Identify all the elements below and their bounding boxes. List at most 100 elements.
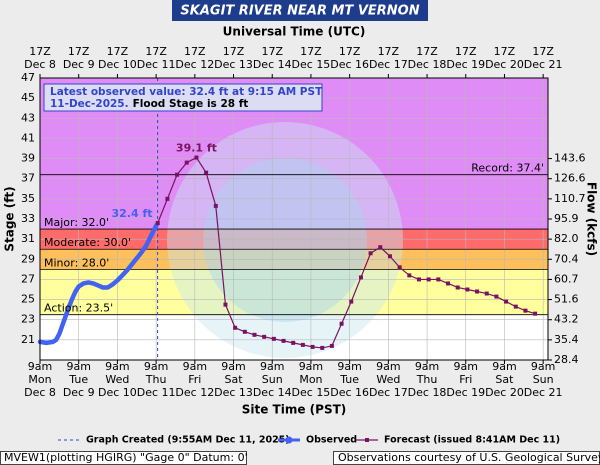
forecast-point <box>533 311 538 316</box>
threshold-label: Action: 23.5' <box>44 302 113 315</box>
x-tick-label: Dec 13 <box>214 386 253 399</box>
x-tick-label: Dec 14 <box>253 386 292 399</box>
y-tick-label: 33 <box>21 212 35 225</box>
x2-tick-label: Dec 15 <box>292 58 331 71</box>
forecast-point <box>349 299 354 304</box>
info-line: 11-Dec-2025. Flood Stage is 28 ft <box>50 98 248 110</box>
x2-tick-label: 17Z <box>184 45 206 58</box>
forecast-point <box>194 155 199 160</box>
chart-title: SKAGIT RIVER NEAR MT VERNON <box>180 4 419 19</box>
x2-tick-label: 17Z <box>300 45 322 58</box>
x2-tick-label: 17Z <box>378 45 400 58</box>
forecast-point <box>416 277 421 282</box>
y2-tick-label: 126.6 <box>554 172 586 185</box>
x-tick-label: Wed <box>105 373 129 386</box>
forecast-point <box>233 325 238 330</box>
x2-tick-label: Dec 17 <box>369 58 408 71</box>
x2-tick-label: 17Z <box>339 45 361 58</box>
x2-tick-label: Dec 9 <box>63 58 95 71</box>
forecast-point <box>175 172 180 177</box>
x-tick-label: Sat <box>495 373 514 386</box>
forecast-point <box>204 170 209 175</box>
y2-tick-label: 43.2 <box>554 313 579 326</box>
watermark <box>167 122 403 358</box>
x2-tick-label: Dec 16 <box>330 58 369 71</box>
forecast-point <box>397 265 402 270</box>
forecast-point <box>281 338 286 343</box>
forecast-point <box>320 345 325 350</box>
x2-tick-label: Dec 18 <box>408 58 447 71</box>
y-tick-label: 27 <box>21 272 35 285</box>
y2-tick-label: 82.0 <box>554 232 579 245</box>
forecast-point <box>387 254 392 259</box>
y2-tick-label: 70.4 <box>554 252 579 265</box>
x-tick-label: Dec 15 <box>292 386 331 399</box>
x2-tick-label: Dec 10 <box>98 58 137 71</box>
x-tick-label: Mon <box>299 373 322 386</box>
footer-right: Observations courtesy of U.S. Geological… <box>338 451 600 464</box>
forecast-point <box>291 340 296 345</box>
x-tick-label: 9am <box>376 360 400 373</box>
forecast-point <box>300 342 305 347</box>
x2-tick-label: Dec 12 <box>175 58 214 71</box>
x-tick-label: Dec 19 <box>446 386 485 399</box>
x-tick-label: 9am <box>260 360 284 373</box>
x-tick-label: Dec 20 <box>485 386 524 399</box>
y2-tick-label: 28.4 <box>554 353 579 366</box>
forecast-point <box>475 289 480 294</box>
x-tick-label: Dec 16 <box>330 386 369 399</box>
forecast-point <box>252 332 257 337</box>
x2-tick-label: 17Z <box>68 45 90 58</box>
x2-tick-label: 17Z <box>455 45 477 58</box>
info-box <box>43 83 323 112</box>
x-tick-label: Wed <box>376 373 400 386</box>
flood-band <box>40 269 548 315</box>
forecast-point <box>523 308 528 313</box>
x-tick-label: 9am <box>66 360 90 373</box>
value-label: 32.4 ft <box>112 207 153 220</box>
x2-tick-label: 17Z <box>29 45 51 58</box>
x2-tick-label: 17Z <box>416 45 438 58</box>
threshold-label: Minor: 28.0' <box>44 256 109 269</box>
x2-tick-label: 17Z <box>494 45 516 58</box>
y2-tick-label: 110.7 <box>554 192 586 205</box>
x-tick-label: 9am <box>28 360 52 373</box>
x-tick-label: 9am <box>221 360 245 373</box>
x-tick-label: 9am <box>105 360 129 373</box>
y2-axis-title: Flow (kcfs) <box>585 182 599 256</box>
footer-left: MVEW1(plotting HGIRG) "Gage 0" Datum: 0' <box>4 451 248 464</box>
y-tick-label: 43 <box>21 111 35 124</box>
x-tick-label: Sun <box>533 373 554 386</box>
x-tick-label: 9am <box>454 360 478 373</box>
x2-tick-label: Dec 19 <box>446 58 485 71</box>
y-tick-label: 25 <box>21 293 35 306</box>
info-line: Latest observed value: 32.4 ft at 9:15 A… <box>50 86 323 98</box>
x-axis-title: Site Time (PST) <box>242 403 347 417</box>
x-tick-label: 9am <box>183 360 207 373</box>
x-tick-label: 9am <box>144 360 168 373</box>
forecast-point <box>358 275 363 280</box>
y-axis-title: Stage (ft) <box>3 186 17 251</box>
legend: Graph Created (9:55AM Dec 11, 2025) Obser… <box>58 435 560 446</box>
x-tick-label: Dec 17 <box>369 386 408 399</box>
forecast-point <box>271 336 276 341</box>
y2-tick-label: 95.9 <box>554 212 579 225</box>
value-label: 39.1 ft <box>176 142 217 155</box>
x-tick-label: Dec 10 <box>98 386 137 399</box>
forecast-point <box>262 334 267 339</box>
legend-label: Observed <box>306 435 357 446</box>
x-tick-label: Thu <box>145 373 167 386</box>
forecast-line <box>157 156 536 349</box>
forecast-point <box>339 321 344 326</box>
x-tick-label: 9am <box>531 360 555 373</box>
x-tick-label: Dec 9 <box>63 386 95 399</box>
x2-tick-label: Dec 13 <box>214 58 253 71</box>
forecast-point <box>436 277 441 282</box>
legend-label: Graph Created (9:55AM Dec 11, 2025) <box>86 435 290 446</box>
forecast-point <box>213 203 218 208</box>
legend-label: Forecast (issued 8:41AM Dec 11) <box>384 435 560 446</box>
y2-tick-label: 60.7 <box>554 272 579 285</box>
y-tick-label: 31 <box>21 232 35 245</box>
